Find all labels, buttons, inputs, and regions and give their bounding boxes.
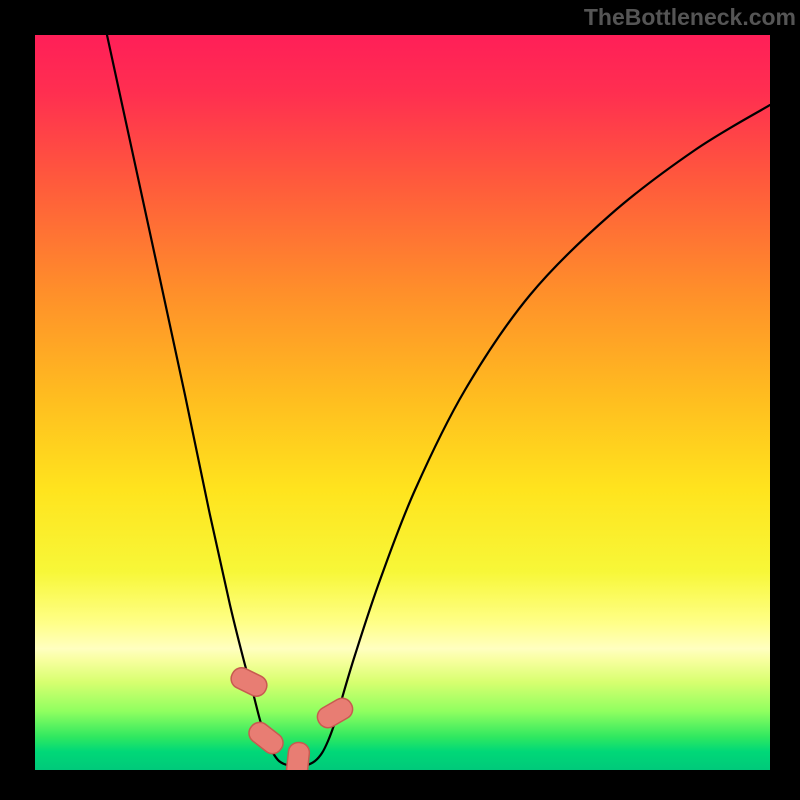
watermark-text: TheBottleneck.com [584, 4, 796, 31]
plot-svg [35, 35, 770, 770]
plot-area [35, 35, 770, 770]
gradient-background [35, 35, 770, 770]
chart-container: TheBottleneck.com [0, 0, 800, 800]
